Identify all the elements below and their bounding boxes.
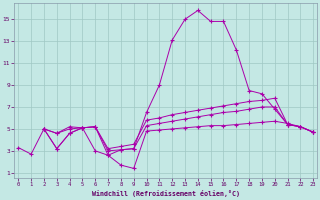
X-axis label: Windchill (Refroidissement éolien,°C): Windchill (Refroidissement éolien,°C) (92, 190, 240, 197)
